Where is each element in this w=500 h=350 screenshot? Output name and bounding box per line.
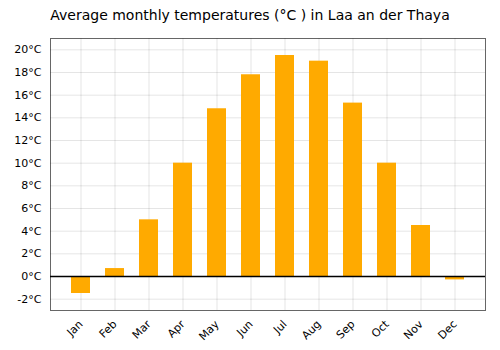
svg-text:14°C: 14°C [14,111,41,124]
svg-text:Jul: Jul [270,318,289,337]
html-text:Average monthly temperatures (: Average monthly temperatures (°C ) in La… [50,7,450,23]
svg-text:2°C: 2°C [21,247,41,260]
svg-text:10°C: 10°C [14,157,41,170]
svg-text:Oct: Oct [369,317,392,340]
svg-text:Apr: Apr [165,317,188,340]
svg-text:0°C: 0°C [21,270,41,283]
svg-text:Nov: Nov [401,317,426,342]
svg-text:Feb: Feb [97,318,120,341]
svg-text:6°C: 6°C [21,202,41,215]
svg-text:Sep: Sep [334,318,358,342]
svg-text:16°C: 16°C [14,89,41,102]
svg-text:8°C: 8°C [21,179,41,192]
svg-text:Mar: Mar [130,317,154,341]
svg-text:Jan: Jan [64,318,86,340]
svg-text:-2°C: -2°C [17,293,41,306]
svg-text:Aug: Aug [299,318,323,342]
svg-text:Dec: Dec [435,318,459,342]
svg-text:Jun: Jun [234,318,256,340]
svg-text:May: May [196,317,222,343]
svg-text:18°C: 18°C [14,66,41,79]
svg-text:12°C: 12°C [14,134,41,147]
svg-text:20°C: 20°C [14,43,41,56]
svg-text:4°C: 4°C [21,225,41,238]
